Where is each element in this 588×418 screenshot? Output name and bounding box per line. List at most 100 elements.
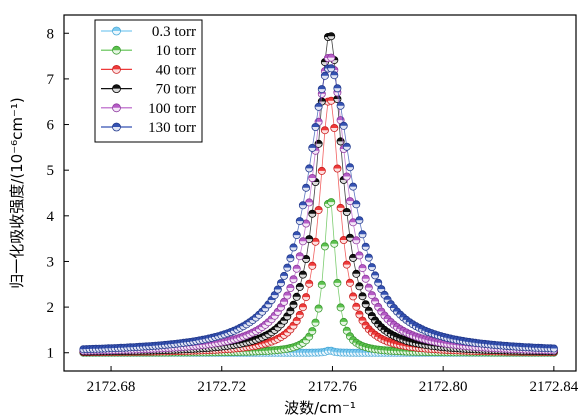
data-point-highlight [296, 256, 303, 260]
legend-marker-highlight [112, 50, 121, 54]
y-axis-title: 归一化吸收强度/(10⁻⁶cm⁻¹) [8, 97, 26, 289]
data-point-highlight [340, 240, 347, 244]
data-point-highlight [271, 295, 278, 299]
data-point-highlight [343, 264, 350, 268]
data-point-highlight [284, 267, 291, 271]
legend-marker-highlight [112, 88, 121, 93]
data-point-highlight [328, 36, 335, 40]
data-point-highlight [293, 235, 300, 239]
data-point-highlight [290, 279, 297, 283]
data-point-highlight [334, 99, 341, 103]
data-point-highlight [287, 311, 294, 315]
data-point-highlight [359, 268, 366, 272]
data-point-highlight [328, 100, 335, 104]
data-point-highlight [353, 306, 360, 310]
data-point-highlight [265, 322, 272, 326]
data-point-highlight [353, 240, 360, 244]
data-point-highlight [255, 314, 263, 318]
data-point-highlight [309, 213, 316, 217]
y-tick-label: 4 [47, 209, 55, 225]
plot-frame [63, 14, 577, 372]
data-point-highlight [299, 205, 307, 209]
data-point-highlight [346, 201, 354, 205]
y-tick-label: 7 [47, 72, 55, 88]
data-point-highlight [365, 287, 372, 291]
data-point-highlight [337, 207, 344, 212]
data-point-highlight [315, 308, 322, 312]
y-tick-label: 8 [47, 26, 55, 42]
data-point-highlight [328, 68, 335, 72]
data-point-highlight [277, 324, 285, 328]
data-point-highlight [346, 167, 354, 171]
data-point-highlight [309, 265, 316, 269]
series-line [83, 201, 554, 354]
data-point-highlight [306, 239, 313, 243]
y-axis: 1 2 3 4 5 6 7 8 [47, 26, 69, 362]
data-point-highlight [296, 314, 303, 319]
data-point-highlight [280, 301, 288, 305]
data-point-highlight [287, 258, 294, 262]
legend-label: 0.3 torr [152, 24, 196, 40]
data-point-highlight [321, 246, 329, 250]
x-tick-label: 2172.68 [87, 379, 136, 395]
data-point-highlight [296, 286, 303, 291]
data-point-highlight [296, 221, 303, 225]
legend: 0.3 torr 10 torr 40 torr 70 torr 100 torr 130… [94, 19, 203, 143]
data-point-highlight [315, 106, 322, 110]
data-point-highlight [353, 273, 360, 277]
data-point-highlight [306, 336, 313, 340]
data-point-highlight [293, 268, 300, 272]
data-point-highlight [302, 187, 310, 191]
y-tick-label: 6 [47, 118, 55, 134]
data-point-highlight [318, 89, 325, 93]
data-point-highlight [277, 307, 285, 311]
data-point-highlight [349, 296, 357, 300]
series-10-torr [79, 198, 558, 357]
data-point-highlight [284, 316, 291, 320]
data-point-highlight [340, 321, 347, 326]
data-point-highlight [259, 311, 266, 315]
data-point-highlight [359, 234, 366, 238]
data-point-highlight [262, 308, 269, 312]
data-point-highlight [299, 241, 307, 245]
data-point-highlight [306, 283, 313, 287]
data-point-highlight [302, 297, 310, 301]
legend-label: 70 torr [156, 82, 196, 98]
data-point-highlight [346, 237, 354, 241]
data-point-highlight [331, 75, 338, 79]
data-point-highlight [312, 322, 319, 326]
data-point-highlight [293, 320, 300, 325]
data-point-highlight [318, 284, 325, 288]
x-axis-title: 波数/cm⁻¹ [284, 399, 356, 417]
x-tick-label: 2172.84 [529, 379, 578, 395]
data-point-highlight [362, 278, 369, 282]
data-point-highlight [356, 220, 363, 224]
data-point-highlight [315, 143, 322, 147]
data-point-highlight [315, 210, 322, 214]
data-point-highlight [299, 274, 307, 278]
data-point-highlight [349, 222, 357, 226]
data-point-highlight [331, 128, 338, 132]
data-point-highlight [337, 141, 344, 145]
x-tick-label: 2172.76 [308, 379, 357, 395]
data-point-highlight [346, 282, 354, 286]
data-point-highlight [356, 255, 363, 259]
data-point-highlight [334, 88, 341, 92]
data-point-highlight [274, 311, 281, 315]
data-point-highlight [334, 168, 341, 172]
data-point-highlight [368, 295, 376, 299]
data-point-highlight [550, 348, 558, 352]
legend-label: 100 torr [148, 101, 196, 117]
data-point-highlight [274, 327, 281, 331]
data-point-highlight [349, 186, 357, 190]
data-point-highlight [356, 286, 363, 290]
data-point-highlight [359, 296, 366, 300]
data-point-highlight [340, 179, 347, 184]
y-tick-label: 1 [47, 346, 55, 362]
plot-series [79, 32, 558, 357]
data-point-highlight [328, 57, 335, 61]
data-point-highlight [274, 289, 281, 293]
legend-label: 130 torr [148, 120, 196, 136]
y-tick-label: 2 [47, 300, 55, 316]
